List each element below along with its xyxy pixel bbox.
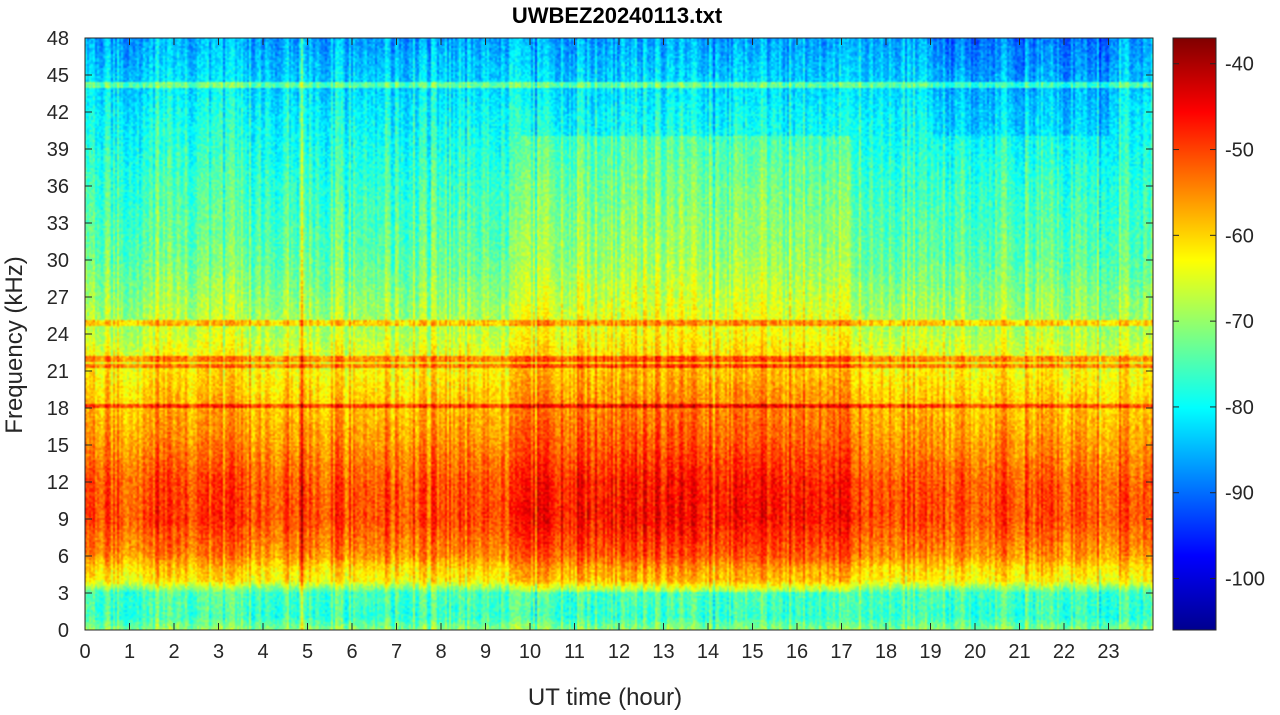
y-tick-label: 9 xyxy=(58,509,69,531)
y-tick-label: 24 xyxy=(47,324,69,346)
y-tick-label: 45 xyxy=(47,65,69,87)
x-tick-label: 17 xyxy=(830,641,852,663)
x-axis: 0 1 2 3 4 5 6 7 8 9 10 11 12 13 14 15 16 17 18 19 20 21 22 23 xyxy=(79,38,1120,663)
y-tick-label: 12 xyxy=(47,472,69,494)
colorbar-tick-label: -50 xyxy=(1225,140,1254,162)
x-tick-label: 19 xyxy=(919,641,941,663)
y-tick-label: 18 xyxy=(47,398,69,420)
y-tick-label: 39 xyxy=(47,139,69,161)
x-tick-label: 15 xyxy=(741,641,763,663)
y-tick-label: 42 xyxy=(47,102,69,124)
y-tick-label: 15 xyxy=(47,435,69,457)
x-tick-label: 8 xyxy=(435,641,446,663)
y-tick-label: 36 xyxy=(47,176,69,198)
x-tick-label: 2 xyxy=(168,641,179,663)
y-tick-label: 6 xyxy=(58,546,69,568)
y-tick-label: 0 xyxy=(58,620,69,642)
x-tick-label: 9 xyxy=(480,641,491,663)
x-tick-label: 1 xyxy=(124,641,135,663)
chart-title: UWBEZ20240113.txt xyxy=(512,3,723,28)
x-tick-label: 10 xyxy=(519,641,541,663)
colorbar-tick-label: -60 xyxy=(1225,225,1254,247)
x-tick-label: 7 xyxy=(391,641,402,663)
colorbar-tick-label: -80 xyxy=(1225,397,1254,419)
colorbar-gradient xyxy=(1172,37,1217,631)
x-tick-label: 11 xyxy=(564,641,585,663)
spectrogram-heatmap xyxy=(85,38,1153,630)
x-tick-label: 18 xyxy=(875,641,897,663)
y-tick-label: 21 xyxy=(47,361,69,383)
x-tick-label: 6 xyxy=(346,641,357,663)
y-axis-label: Frequency (kHz) xyxy=(1,256,28,433)
x-tick-label: 0 xyxy=(79,641,90,663)
y-tick-label: 48 xyxy=(47,28,69,50)
x-tick-label: 12 xyxy=(608,641,630,663)
colorbar-tick-label: -40 xyxy=(1225,54,1254,76)
x-tick-label: 16 xyxy=(786,641,808,663)
x-tick-label: 22 xyxy=(1053,641,1075,663)
colorbar: -100 -90 -80 -70 -60 -50 -40 xyxy=(1172,37,1265,631)
plot-area xyxy=(84,37,1154,631)
x-tick-label: 13 xyxy=(652,641,674,663)
x-tick-label: 20 xyxy=(964,641,986,663)
colorbar-tick-label: -90 xyxy=(1225,483,1254,505)
y-tick-label: 33 xyxy=(47,213,69,235)
x-tick-label: 23 xyxy=(1097,641,1119,663)
x-tick-label: 3 xyxy=(213,641,224,663)
y-tick-label: 27 xyxy=(47,287,69,309)
colorbar-tick-label: -100 xyxy=(1225,569,1265,591)
y-tick-label: 30 xyxy=(47,250,69,272)
x-tick-label: 14 xyxy=(697,641,719,663)
y-tick-label: 3 xyxy=(58,583,69,605)
x-axis-label: UT time (hour) xyxy=(528,684,682,711)
colorbar-tick-label: -70 xyxy=(1225,311,1254,333)
x-tick-label: 5 xyxy=(302,641,313,663)
x-tick-label: 4 xyxy=(257,641,268,663)
colorbar-ticks: -100 -90 -80 -70 -60 -50 -40 xyxy=(1173,54,1265,591)
x-tick-label: 21 xyxy=(1008,641,1030,663)
